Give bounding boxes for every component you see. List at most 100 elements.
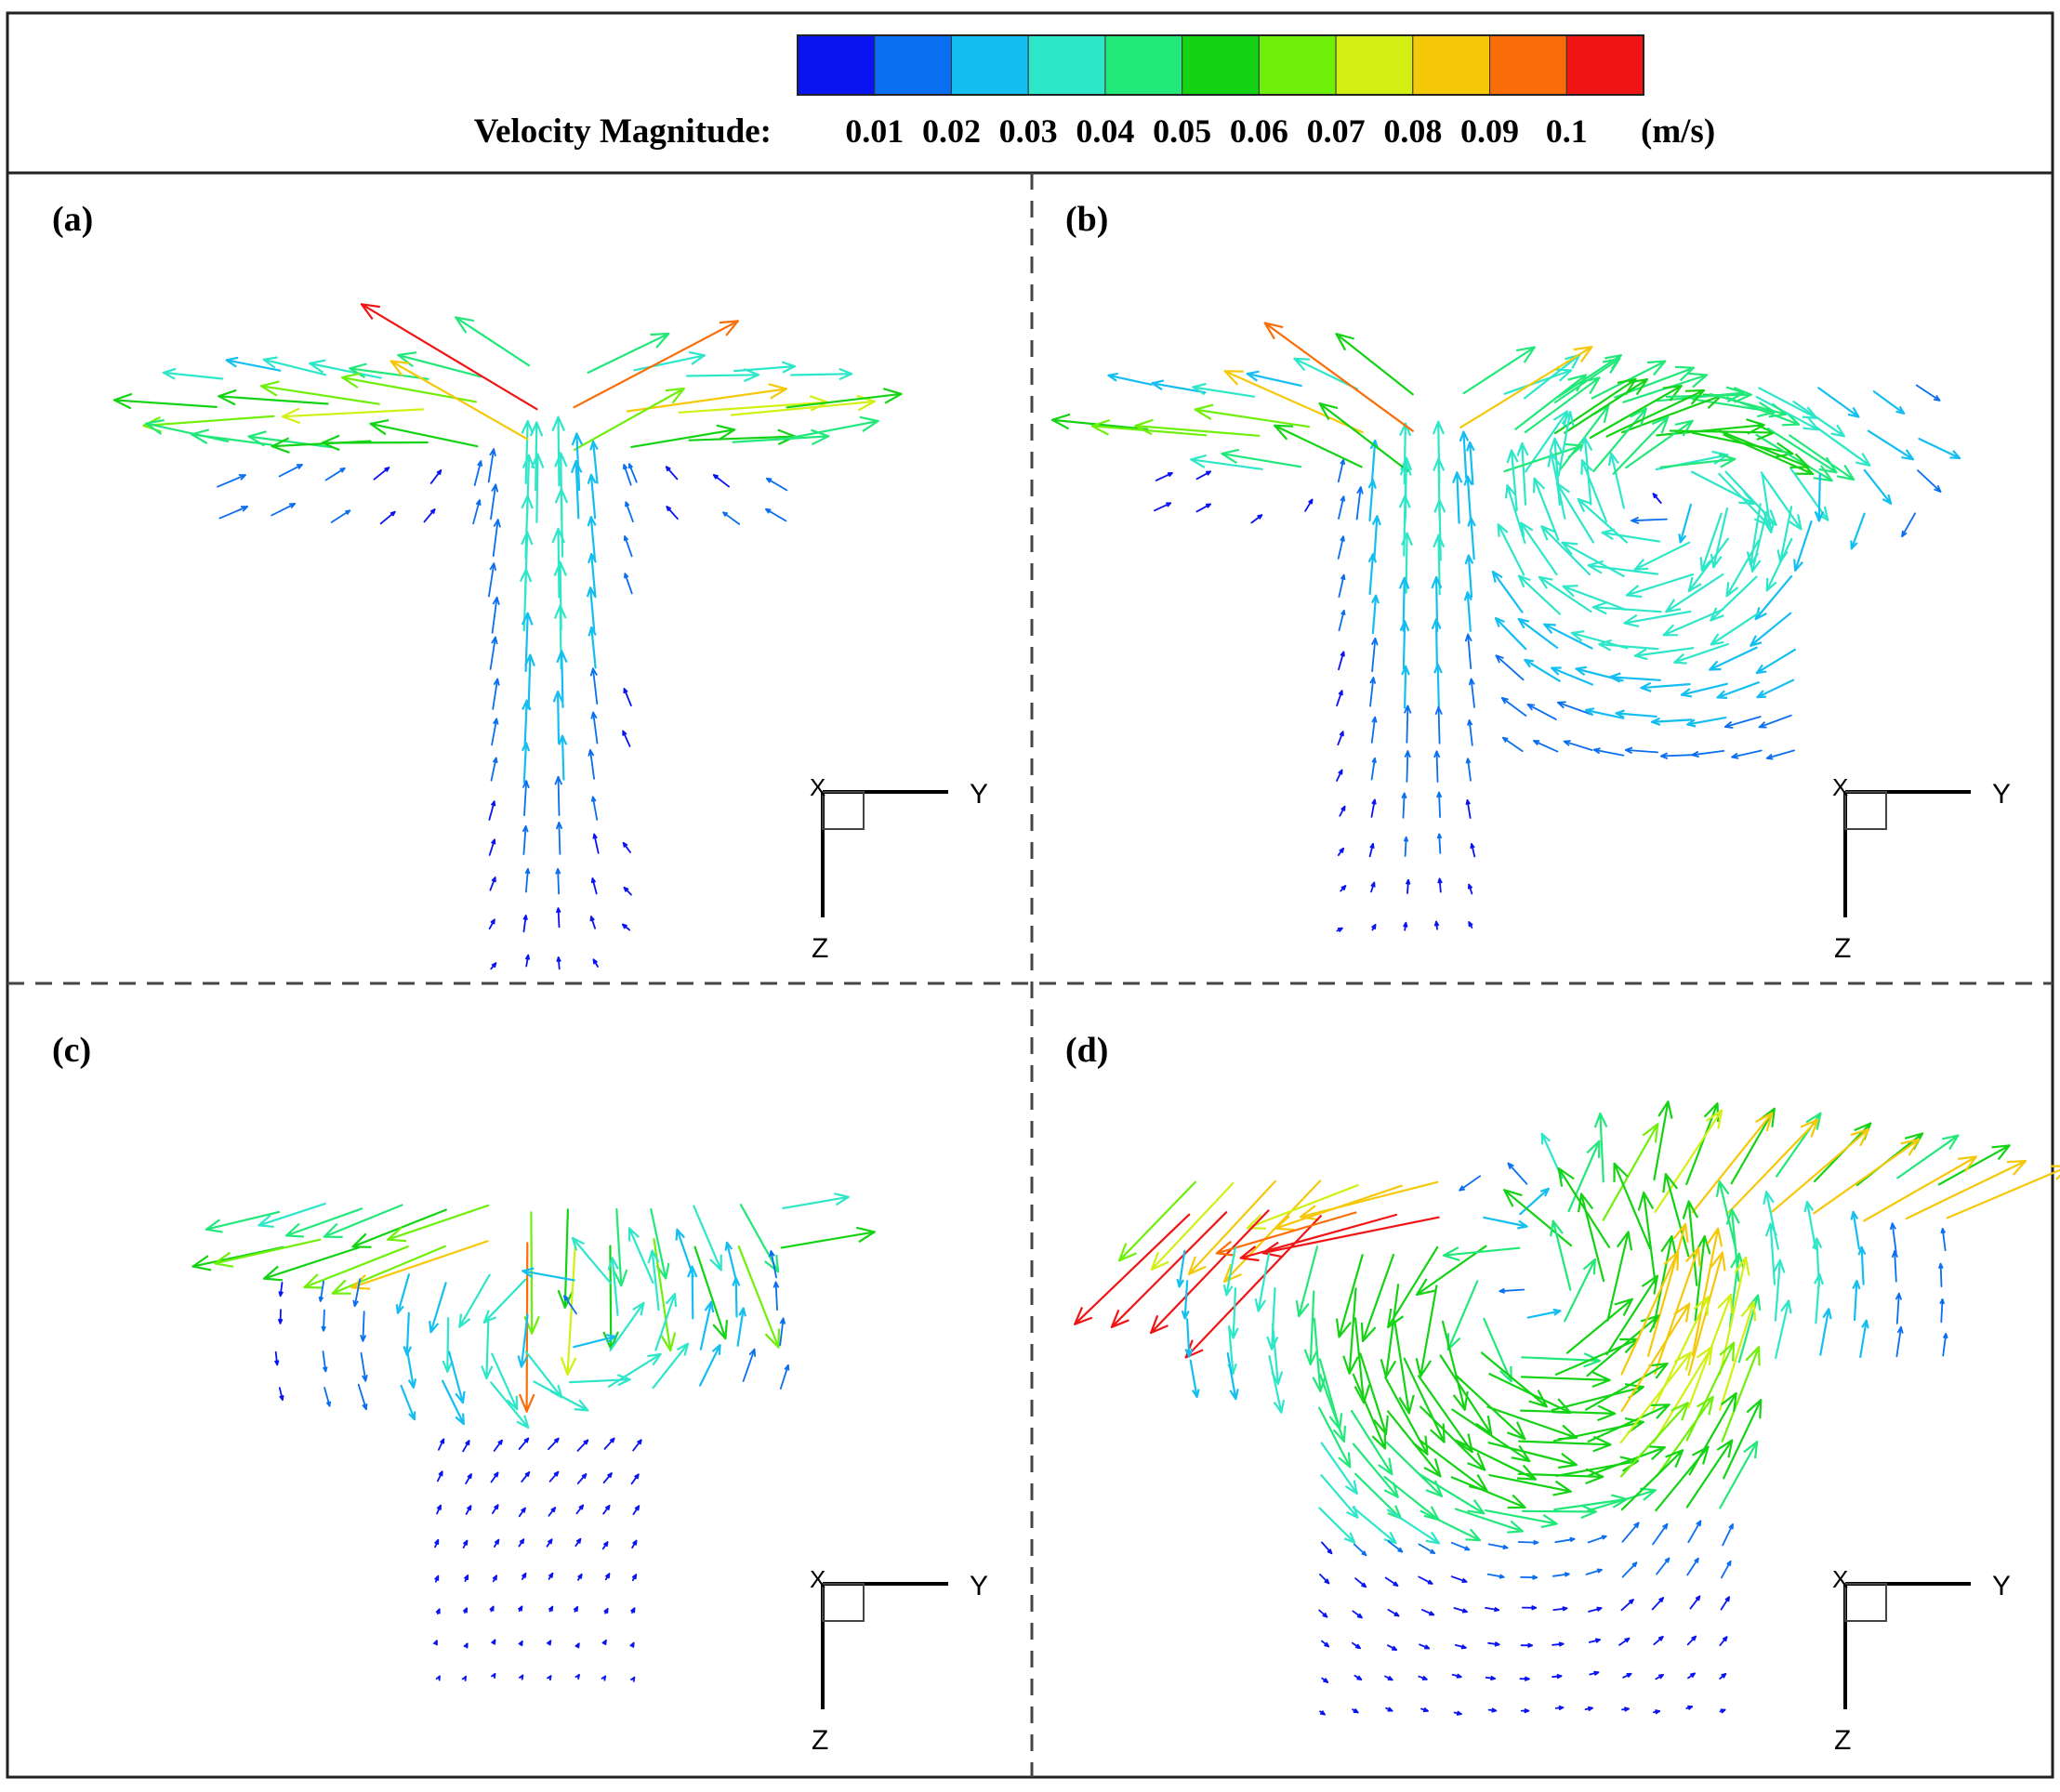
velocity-vector <box>1336 927 1343 933</box>
velocity-vector <box>1107 372 1153 386</box>
velocity-vector <box>563 1295 577 1315</box>
velocity-vector <box>1500 697 1527 717</box>
velocity-vector <box>622 730 631 747</box>
velocity-vector <box>733 361 796 374</box>
velocity-vector <box>590 796 599 821</box>
panel-c-axes: Y Z X <box>810 1565 988 1756</box>
velocity-vector <box>1580 459 1608 523</box>
velocity-vector <box>589 667 599 705</box>
velocity-vector <box>1320 1474 1359 1519</box>
velocity-vector <box>1399 462 1412 524</box>
velocity-vector <box>1150 1181 1235 1272</box>
velocity-vector <box>1504 484 1526 545</box>
velocity-vector <box>601 1675 607 1681</box>
velocity-vector <box>558 734 568 781</box>
velocity-vector <box>1321 1677 1329 1683</box>
velocity-vector <box>1387 1245 1439 1328</box>
velocity-vector <box>1633 647 1695 661</box>
velocity-vector <box>1592 747 1625 757</box>
colorbar-swatch <box>950 34 1029 96</box>
velocity-vector <box>588 626 597 669</box>
velocity-vector <box>1521 1604 1538 1611</box>
velocity-vector <box>1418 1575 1433 1585</box>
velocity-vector <box>1564 1258 1596 1323</box>
velocity-vector <box>1623 610 1692 627</box>
velocity-vector <box>462 1440 470 1453</box>
velocity-vector <box>1940 1228 1947 1252</box>
velocity-vector <box>162 367 224 380</box>
velocity-vector <box>1263 322 1414 432</box>
velocity-vector <box>1338 651 1345 671</box>
velocity-vector <box>1222 1246 1236 1297</box>
velocity-vector <box>429 1282 447 1334</box>
velocity-vector <box>1686 1557 1699 1576</box>
velocity-vector <box>1155 471 1173 481</box>
velocity-vector <box>1584 707 1625 719</box>
velocity-vector <box>1418 1543 1435 1554</box>
velocity-vector <box>465 1473 472 1484</box>
velocity-vector <box>1465 758 1472 782</box>
velocity-vector <box>1605 389 1706 438</box>
velocity-vector <box>1371 924 1377 931</box>
colorbar-tick-label: 0.08 <box>1383 112 1442 150</box>
velocity-vector <box>492 519 501 557</box>
velocity-vector <box>217 474 246 488</box>
velocity-vector <box>693 1245 729 1340</box>
colorbar-tick-label: 0.03 <box>999 112 1058 150</box>
velocity-vector <box>352 1278 362 1308</box>
velocity-vector <box>1503 368 1573 395</box>
velocity-vector <box>1261 1216 1440 1258</box>
velocity-vector <box>732 1276 741 1318</box>
velocity-vector <box>1223 370 1364 434</box>
velocity-vector <box>1774 1299 1792 1360</box>
velocity-vector <box>1755 648 1797 675</box>
velocity-vector <box>323 1204 403 1238</box>
velocity-vector <box>1371 594 1380 635</box>
velocity-vector <box>783 415 879 441</box>
velocity-vector <box>590 711 599 744</box>
velocity-vector <box>1337 731 1344 746</box>
velocity-vector <box>481 1316 494 1380</box>
velocity-vector <box>573 1334 617 1349</box>
velocity-vector <box>1463 475 1473 521</box>
velocity-vector <box>524 954 531 968</box>
velocity-vector <box>737 1245 781 1349</box>
velocity-vector <box>1719 1256 1750 1376</box>
velocity-vector <box>1533 740 1559 753</box>
velocity-vector <box>1850 512 1866 550</box>
velocity-vector <box>1465 441 1475 485</box>
panel-d-vectors <box>1074 1100 2060 1716</box>
velocity-vector <box>1520 1707 1530 1714</box>
velocity-vector <box>554 488 569 558</box>
velocity-vector <box>521 531 534 596</box>
velocity-vector <box>601 1541 609 1550</box>
velocity-vector <box>492 678 500 710</box>
velocity-vector <box>1181 1280 1190 1320</box>
velocity-vector <box>1360 1253 1395 1343</box>
colorbar-swatch <box>1258 34 1337 96</box>
panel-a-vectors <box>112 303 903 970</box>
velocity-vector <box>632 1505 640 1515</box>
velocity-vector <box>521 742 531 784</box>
colorbar-tick-label: 0.07 <box>1307 112 1366 150</box>
velocity-vector <box>1917 469 1942 493</box>
velocity-vector <box>1385 1706 1393 1712</box>
velocity-vector <box>1905 1159 2027 1220</box>
velocity-vector <box>1621 1561 1638 1578</box>
velocity-vector <box>1342 1287 1359 1375</box>
velocity-vector <box>442 1379 465 1426</box>
velocity-vector <box>1494 616 1527 651</box>
velocity-vector <box>490 757 498 782</box>
velocity-vector <box>1454 1508 1524 1534</box>
velocity-vector <box>1673 642 1730 665</box>
velocity-vector <box>1749 510 1768 573</box>
colorbar-swatch <box>1335 34 1414 96</box>
velocity-vector <box>589 440 599 484</box>
velocity-vector <box>1719 1636 1728 1646</box>
velocity-vector <box>1318 1609 1328 1618</box>
velocity-vector <box>1585 1568 1603 1575</box>
velocity-vector <box>1605 1274 1659 1356</box>
velocity-vector <box>571 1236 613 1285</box>
velocity-vector <box>1656 1557 1670 1575</box>
velocity-vector <box>739 1204 780 1273</box>
